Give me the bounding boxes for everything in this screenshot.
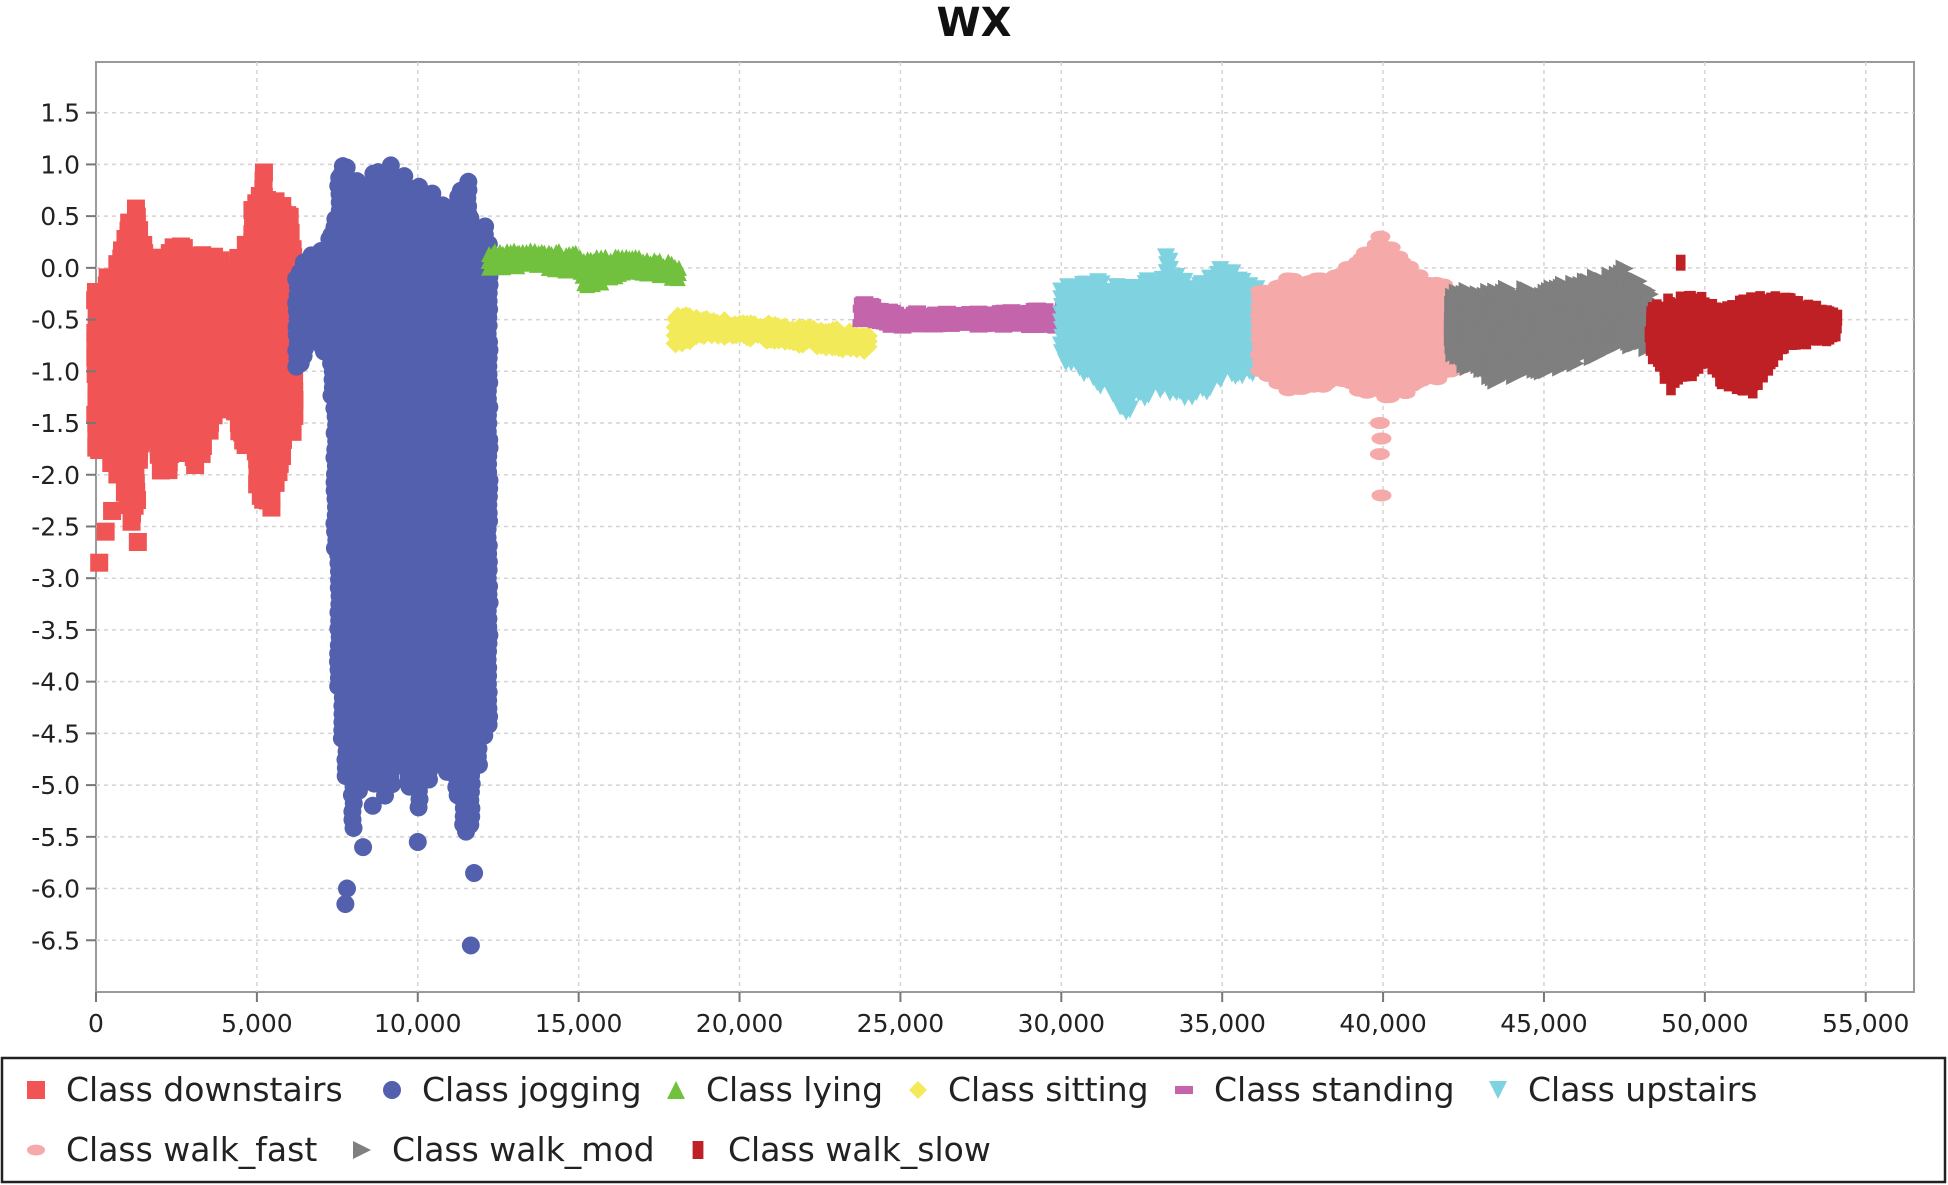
series-class-jogging [287, 156, 499, 955]
data-point [115, 470, 134, 489]
data-point [254, 163, 273, 182]
data-point [128, 533, 147, 551]
data-point [354, 838, 373, 857]
data-point [280, 207, 299, 226]
data-point [459, 172, 478, 191]
data-point [476, 217, 495, 236]
data-point [336, 895, 355, 914]
data-series [86, 156, 1843, 955]
data-point [96, 522, 115, 541]
data-point [465, 864, 484, 883]
data-point [408, 833, 427, 851]
chart-title: WX [937, 0, 1012, 46]
series-class-downstairs [86, 163, 304, 572]
data-point [130, 221, 149, 240]
data-point [457, 822, 476, 841]
data-point [363, 796, 382, 815]
data-point [395, 167, 414, 186]
data-point [126, 199, 145, 218]
data-point [283, 240, 302, 259]
data-point [103, 501, 122, 520]
data-point [125, 496, 144, 515]
data-point [337, 879, 356, 898]
data-point [461, 936, 480, 955]
data-point [90, 553, 109, 572]
